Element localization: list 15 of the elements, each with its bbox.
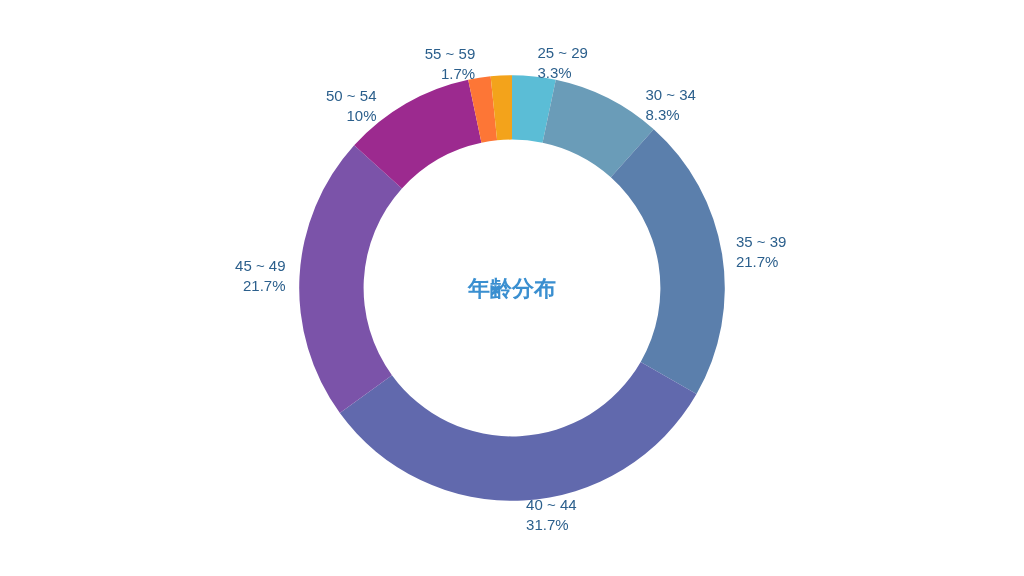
data-label: 10% bbox=[346, 107, 377, 125]
data-label: 31.7% bbox=[526, 515, 569, 533]
slice-label: 30 ~ 34 bbox=[645, 85, 696, 103]
slice-label: 50 ~ 54 bbox=[326, 87, 377, 105]
data-label: 3.3% bbox=[537, 63, 572, 81]
slice-label: 40 ~ 44 bbox=[526, 495, 577, 513]
slice-label: 45 ~ 49 bbox=[235, 257, 286, 275]
slice-label: 25 ~ 29 bbox=[537, 43, 588, 61]
data-label: 8.3% bbox=[645, 105, 680, 123]
data-label: 21.7% bbox=[242, 277, 286, 295]
data-label: 1.7% bbox=[441, 65, 476, 83]
slice-label: 35 ~ 39 bbox=[735, 233, 787, 251]
text: 年齢分布 bbox=[467, 275, 556, 301]
slice-label: 55 ~ 59 bbox=[424, 45, 476, 63]
data-label: 21.7% bbox=[735, 253, 779, 271]
